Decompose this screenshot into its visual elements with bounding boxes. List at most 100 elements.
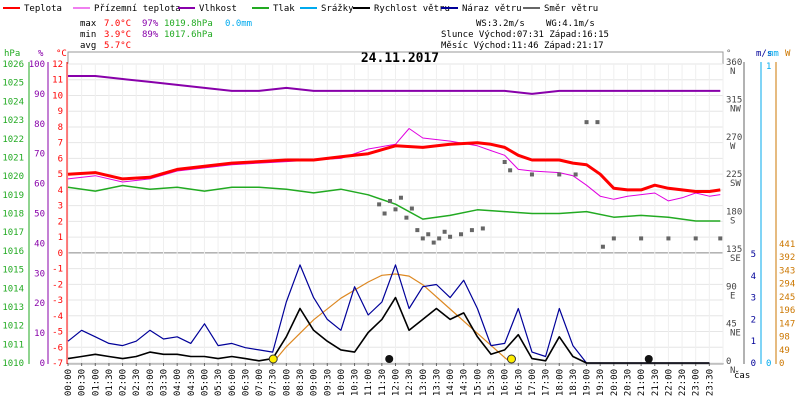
temp-tick-label: 9 (58, 107, 63, 117)
time-tick-label: 02:00 (119, 369, 129, 396)
legend-label: Rychlost větru (374, 4, 450, 14)
sun-marker (268, 354, 278, 364)
rain-tick-label: 0 (766, 359, 771, 369)
pressure-tick-label: 1017 (2, 228, 24, 238)
temp-tick-label: -6 (52, 343, 63, 353)
unit-deg: ° (726, 49, 731, 59)
time-tick-label: 05:30 (214, 369, 224, 396)
direction-tick-value: 360 (726, 58, 742, 68)
legend-item-srazky: Srážky (300, 4, 354, 14)
direction-tick-value: 0 (726, 357, 731, 367)
sun-marker (506, 354, 516, 364)
solar-tick-label: 147 (779, 319, 795, 329)
stat-max-label: max (80, 19, 97, 29)
temp-tick-label: 2 (58, 217, 63, 227)
legend-item-rychlost-vetru: Rychlost větru (353, 4, 450, 14)
unit-pct: % (38, 49, 44, 59)
pressure-tick-label: 1016 (2, 247, 24, 257)
time-tick-label: 03:00 (146, 369, 156, 396)
pressure-tick-label: 1011 (2, 340, 24, 350)
time-tick-label: 13:30 (432, 369, 442, 396)
legend-label: Tlak (273, 4, 295, 14)
humidity-tick-label: 100 (29, 60, 45, 70)
wind-direction-point (393, 207, 398, 212)
wind-direction-point (584, 120, 589, 125)
chart-title: 24.11.2017 (361, 51, 439, 66)
wind-direction-point (437, 236, 442, 241)
humidity-tick-label: 40 (34, 239, 45, 249)
stat-max-hum: 97% (142, 19, 159, 29)
temp-tick-label: -7 (52, 359, 63, 369)
wind-direction-point (420, 236, 425, 241)
time-tick-label: 22:00 (664, 369, 674, 396)
pressure-tick-label: 1020 (2, 172, 24, 182)
wind-direction-point (480, 226, 485, 231)
wind-gust-summary: WG:4.1m/s (546, 19, 595, 29)
wind-direction-point (382, 211, 387, 216)
sun-moon-markers (268, 354, 653, 364)
unit-ms: m/s (756, 49, 772, 59)
time-tick-label: 14:30 (460, 369, 470, 396)
wind-direction-point (448, 234, 453, 239)
legend-label: Vlhkost (199, 4, 237, 14)
wind-direction-point (557, 172, 562, 177)
wind-speed-summary: WS:3.2m/s (476, 19, 525, 29)
wind-direction-point (388, 199, 393, 204)
time-tick-label: 23:30 (705, 369, 715, 396)
direction-tick-label: SW (730, 179, 741, 189)
stat-min-label: min (80, 30, 96, 40)
pressure-tick-label: 1014 (2, 284, 24, 294)
wind-direction-point (426, 232, 431, 237)
legend-label: Přízemní teplota (94, 4, 181, 14)
humidity-tick-label: 0 (40, 359, 45, 369)
wind-direction-point (377, 202, 382, 207)
temp-tick-label: -4 (52, 312, 63, 322)
wind-direction-point (398, 195, 403, 200)
unit-time: čas (734, 370, 750, 381)
wind-direction-point (595, 120, 600, 125)
pressure-tick-label: 1015 (2, 266, 24, 276)
humidity-tick-label: 70 (34, 150, 45, 160)
wind-direction-point (600, 244, 605, 249)
moon-marker (385, 355, 394, 363)
moon-marker (644, 355, 653, 363)
stat-min-temp: 3.9°C (104, 30, 131, 40)
legend: Teplota Přízemní teplota Vlhkost Tlak Sr… (3, 4, 598, 14)
time-tick-label: 10:00 (337, 369, 347, 396)
humidity-tick-label: 80 (34, 120, 45, 130)
time-tick-label: 00:30 (78, 369, 88, 396)
gridlines (67, 63, 724, 364)
temp-tick-label: 8 (58, 123, 63, 133)
time-tick-label: 11:30 (378, 369, 388, 396)
time-tick-label: 23:00 (692, 369, 702, 396)
temp-tick-label: -2 (52, 280, 63, 290)
info-block: WS:3.2m/s WG:4.1m/s Slunce Východ:07:31 … (441, 19, 609, 51)
sun-times: Slunce Východ:07:31 Západ:16:15 (441, 30, 609, 40)
direction-tick-label: NE (730, 329, 741, 339)
time-tick-label: 22:30 (678, 369, 688, 396)
wind-direction-point (718, 236, 723, 241)
solar-tick-label: 294 (779, 280, 795, 290)
time-axis: 00:00 00:30 01:00 01:30 02:00 02:30 03:00 03:30… (64, 363, 715, 396)
direction-tick-label: N (730, 67, 735, 77)
time-tick-label: 14:00 (446, 369, 456, 396)
wind-direction-point (508, 168, 513, 173)
stats-block: max 7.0°C 97% 1019.8hPa 0.0mm min 3.9°C … (80, 19, 252, 51)
pressure-tick-label: 1012 (2, 322, 24, 332)
wind-direction-point (611, 236, 616, 241)
temp-tick-label: 10 (52, 91, 63, 101)
temp-tick-label: -3 (52, 296, 63, 306)
legend-label: Náraz větru (462, 4, 522, 14)
temp-tick-label: 12 (52, 60, 63, 70)
temp-tick-label: 1 (58, 233, 63, 243)
time-tick-label: 01:00 (91, 369, 101, 396)
data-series (67, 75, 723, 364)
unit-degc: °C (56, 49, 67, 59)
direction-tick-label: W (730, 142, 736, 152)
time-tick-label: 09:00 (310, 369, 320, 396)
stat-avg-label: avg (80, 41, 96, 51)
pressure-tick-label: 1023 (2, 116, 24, 126)
time-tick-label: 19:30 (596, 369, 606, 396)
wind-direction-point (409, 206, 414, 211)
solar-tick-label: 49 (779, 346, 790, 356)
